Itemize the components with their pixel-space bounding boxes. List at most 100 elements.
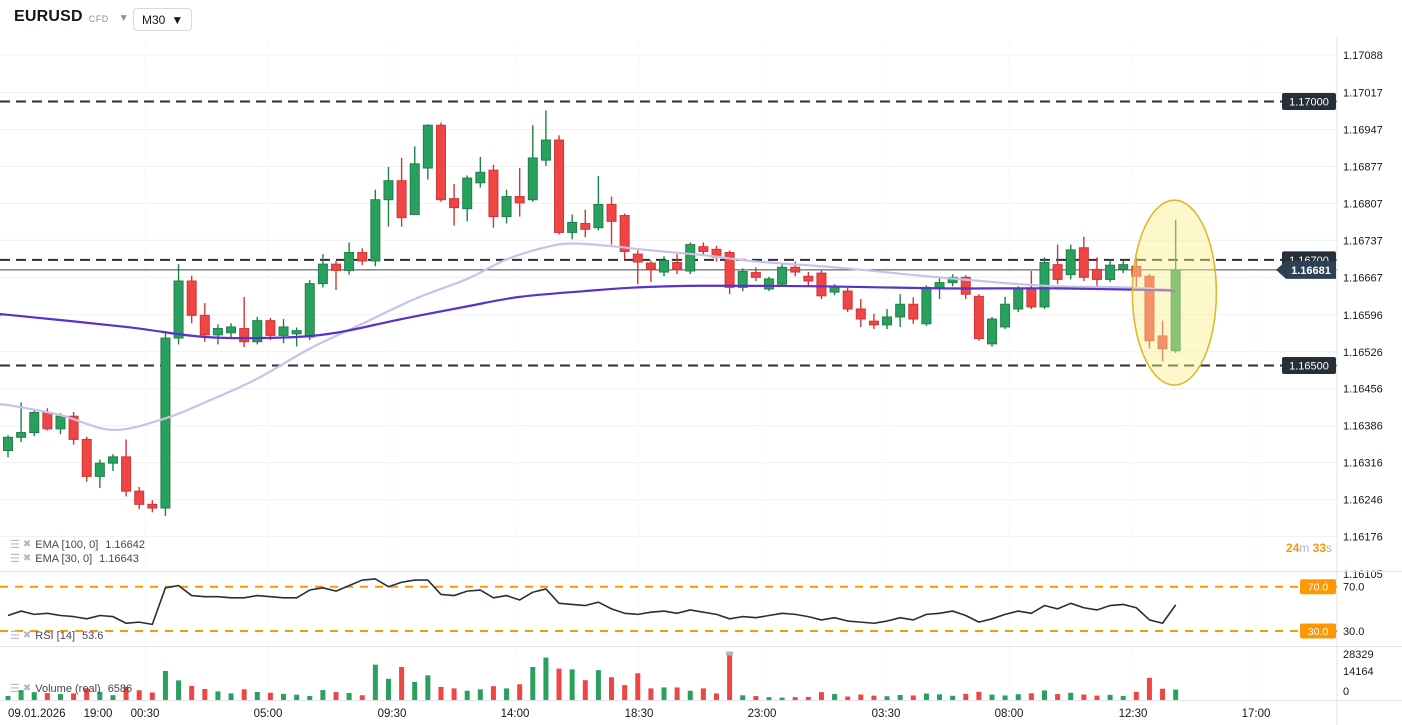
- volume-bar: [149, 692, 155, 700]
- symbol-name: EURUSD: [14, 8, 83, 25]
- candle-body: [396, 180, 407, 219]
- volume-bar: [44, 693, 50, 700]
- candle-body: [239, 328, 250, 343]
- legend-menu-icon[interactable]: ☰: [10, 683, 20, 695]
- volume-bar: [1041, 690, 1047, 700]
- legend-close-icon[interactable]: ✖: [22, 630, 32, 641]
- symbol-selector[interactable]: EURUSD CFD ▼: [14, 8, 129, 26]
- time-axis-label: 19:00: [84, 708, 113, 720]
- candle-body: [1144, 275, 1155, 342]
- price-axis-label: 1.16246: [1343, 495, 1383, 507]
- legend-close-icon[interactable]: ✖: [22, 683, 32, 694]
- volume-bar: [871, 695, 877, 700]
- rsi-line: [7, 578, 1177, 626]
- svg-text:1.16500: 1.16500: [1289, 361, 1329, 373]
- volume-bar: [766, 697, 772, 700]
- volume-bar: [1015, 694, 1021, 700]
- rsi-axis-label: 30.0: [1343, 626, 1364, 638]
- candle-body: [908, 303, 919, 320]
- volume-bar: [136, 690, 142, 700]
- legend-menu-icon[interactable]: ☰: [10, 630, 20, 642]
- candle-body: [672, 262, 683, 270]
- price-level-tag: [1282, 357, 1336, 374]
- grid-lines: [0, 40, 1337, 700]
- volume-bar: [254, 691, 260, 700]
- price-axis-label: 1.16737: [1343, 235, 1383, 247]
- volume-bar: [490, 686, 496, 700]
- volume-bar: [385, 678, 391, 700]
- volume-bar: [333, 692, 339, 700]
- chevron-down-icon[interactable]: ▼: [118, 12, 129, 24]
- price-axis-label: 1.16316: [1343, 458, 1383, 470]
- legend-close-icon[interactable]: ✖: [22, 553, 32, 564]
- svg-text:30.0: 30.0: [1308, 626, 1329, 638]
- candle-body: [501, 196, 512, 218]
- volume-bar: [1094, 695, 1100, 700]
- volume-bar: [779, 697, 785, 700]
- volume-bar: [1107, 694, 1113, 700]
- volume-bar: [412, 681, 418, 700]
- ema-100-label: EMA [100, 0]: [35, 539, 99, 551]
- legend-close-icon[interactable]: ✖: [22, 539, 32, 550]
- ema-30-legend: ☰ ✖ EMA [30, 0] 1.16643: [10, 553, 139, 565]
- volume-axis-label: 0: [1343, 686, 1349, 698]
- price-axis-label: 1.16176: [1343, 532, 1383, 544]
- highlight-ellipse: [1131, 199, 1218, 386]
- volume-bar: [674, 687, 680, 700]
- candle-body: [632, 253, 643, 263]
- volume-bar: [609, 677, 615, 700]
- rsi-value: 53.6: [82, 630, 104, 642]
- volume-axis-label: 14164: [1343, 666, 1374, 678]
- timeframe-button[interactable]: M30 ▼: [133, 8, 193, 31]
- candle-body: [580, 222, 591, 230]
- volume-bar: [845, 696, 851, 700]
- volume-bar: [399, 667, 405, 700]
- candle-body: [619, 215, 630, 252]
- candle-body: [81, 438, 92, 477]
- candle-body: [1078, 247, 1089, 278]
- ema-30-line: [0, 242, 1176, 432]
- volume-bar: [622, 685, 628, 700]
- candle-body: [107, 456, 118, 464]
- max-volume-marker: [726, 651, 734, 656]
- candle-body: [383, 180, 394, 201]
- candle-body: [160, 337, 171, 509]
- legend-menu-icon[interactable]: ☰: [10, 539, 20, 551]
- candle-body: [488, 169, 499, 218]
- candle-body: [1013, 288, 1024, 310]
- ema-100-value: 1.16642: [105, 539, 146, 551]
- candle-body: [645, 262, 656, 270]
- candle-body: [750, 272, 761, 278]
- candle-body: [921, 286, 932, 325]
- candlesticks: [3, 110, 1181, 516]
- candle-body: [370, 199, 381, 262]
- legend-menu-icon[interactable]: ☰: [10, 553, 20, 565]
- volume-bar: [530, 667, 536, 700]
- volume-bar: [359, 695, 365, 700]
- candle-body: [960, 276, 971, 295]
- volume-bar: [648, 688, 654, 700]
- volume-bar: [477, 689, 483, 700]
- volume-bar: [805, 696, 811, 700]
- candle-body: [987, 318, 997, 345]
- candle-body: [94, 462, 105, 477]
- volume-bar: [281, 693, 287, 700]
- volume-bar: [937, 694, 943, 700]
- volume-bar: [858, 694, 864, 700]
- chart-toolbar: EURUSD CFD ▼ M30 ▼: [0, 0, 1402, 36]
- rsi-pane: 70.0 30.0 70.0 30.0: [0, 578, 1364, 639]
- candle-body: [121, 456, 132, 492]
- volume-bar: [438, 686, 444, 700]
- volume-bar: [267, 692, 273, 700]
- candle-body: [475, 171, 486, 184]
- time-axis-label: 17:00: [1242, 708, 1271, 720]
- candle-body: [331, 263, 341, 271]
- candle-body: [763, 278, 774, 290]
- candle-body: [1065, 249, 1076, 276]
- rsi-legend: ☰ ✖ RSI [14] 53.6: [10, 630, 103, 642]
- candle-body: [68, 415, 79, 440]
- volume-bar: [753, 696, 759, 700]
- volume-bar: [425, 675, 431, 700]
